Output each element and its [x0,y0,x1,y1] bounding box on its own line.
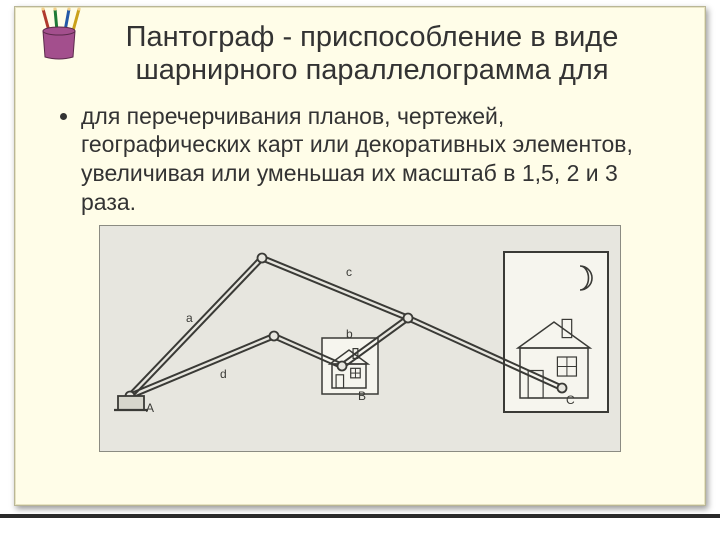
svg-text:d: d [220,367,227,381]
body-bullet: для перечерчивания планов, чертежей, гео… [81,102,661,217]
svg-text:a: a [186,311,193,325]
svg-text:A: A [146,401,154,415]
slide-title: Пантограф - приспособление в виде шарнир… [15,7,705,92]
pencil-cup-icon [35,7,83,61]
svg-text:c: c [346,265,352,279]
slide-stage: Пантограф - приспособление в виде шарнир… [0,0,720,540]
slide-card: Пантограф - приспособление в виде шарнир… [14,6,706,506]
svg-text:C: C [566,393,575,407]
bottom-bar [0,514,720,518]
pantograph-figure: a c b d A B C [99,225,621,452]
svg-text:b: b [346,327,353,341]
svg-text:B: B [358,389,366,403]
body-list: для перечерчивания планов, чертежей, гео… [59,102,661,217]
